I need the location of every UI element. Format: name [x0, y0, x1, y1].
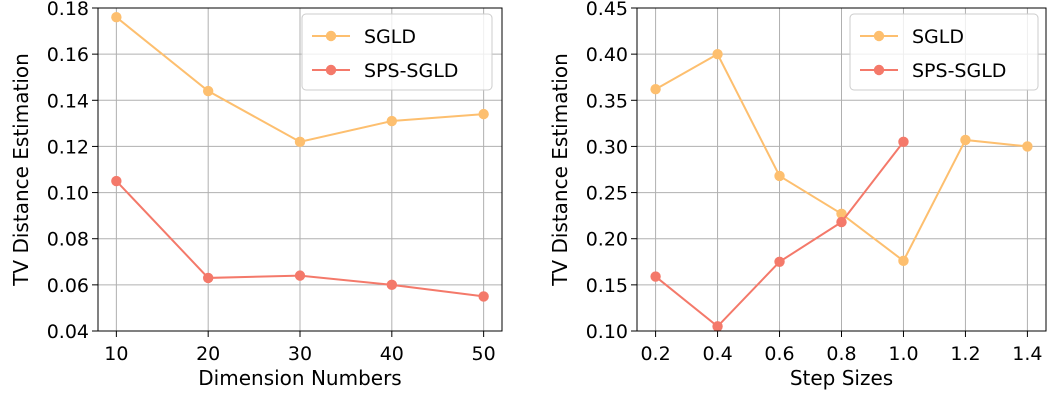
- y-tick-label: 0.12: [47, 136, 89, 158]
- legend-label: SPS-SGLD: [364, 60, 458, 82]
- data-point: [712, 321, 723, 332]
- data-point: [898, 255, 909, 267]
- y-axis-label: TV Distance Estimation: [548, 53, 572, 287]
- y-tick-label: 0.14: [47, 90, 89, 112]
- x-tick-label: 1.2: [950, 343, 980, 365]
- x-tick-label: 10: [104, 343, 128, 365]
- left-chart: 0.04 0.06 0.08 0.10 0.12 0.14 0.16 0.18 10 20 30 40…: [9, 0, 503, 390]
- right-chart: 0.10 0.15 0.20 0.25 0.30 0.35 0.40 0.45 0.2 0.4 0.…: [548, 0, 1047, 390]
- data-point: [774, 170, 785, 182]
- data-point: [386, 279, 398, 291]
- y-tick-label: 0.15: [586, 275, 628, 297]
- y-tick-label: 0.25: [586, 183, 628, 205]
- x-axis-label: Step Sizes: [790, 366, 893, 390]
- x-tick-label: 1.0: [888, 343, 918, 365]
- data-point: [202, 85, 214, 97]
- data-point: [960, 134, 971, 146]
- legend-label: SGLD: [912, 26, 964, 48]
- data-point: [294, 136, 306, 148]
- data-point: [1022, 141, 1033, 152]
- legend-swatch-marker: [325, 64, 337, 76]
- y-tick-label: 0.10: [586, 321, 628, 343]
- x-axis-label: Dimension Numbers: [198, 366, 401, 390]
- x-tick-label: 40: [380, 343, 404, 365]
- x-tick-label: 20: [196, 343, 220, 365]
- y-tick-label: 0.04: [47, 321, 89, 343]
- legend-swatch-marker: [873, 64, 885, 76]
- data-point: [478, 108, 489, 120]
- x-tick-label: 0.6: [764, 343, 794, 365]
- y-tick-label: 0.30: [586, 136, 628, 158]
- data-point: [836, 216, 847, 228]
- plot-frame: [636, 7, 1047, 332]
- legend-label: SGLD: [364, 26, 416, 48]
- data-point: [478, 291, 489, 302]
- legend-swatch-marker: [873, 30, 885, 42]
- data-point: [111, 175, 122, 187]
- data-point: [712, 48, 723, 60]
- data-point: [111, 12, 122, 23]
- y-tick-label: 0.40: [586, 44, 628, 66]
- x-tick-label: 0.4: [702, 343, 732, 365]
- data-point: [898, 136, 909, 148]
- legend: SGLD SPS-SGLD: [301, 13, 493, 91]
- legend: SGLD SPS-SGLD: [849, 13, 1039, 91]
- data-point: [202, 272, 214, 284]
- data-point: [650, 84, 661, 95]
- y-tick-label: 0.18: [47, 0, 89, 20]
- y-tick-label: 0.35: [586, 90, 628, 112]
- x-tick-label: 30: [288, 343, 312, 365]
- data-point: [774, 256, 785, 267]
- y-tick-label: 0.08: [47, 229, 89, 251]
- plot-frame: [97, 7, 503, 332]
- y-tick-label: 0.20: [586, 229, 628, 251]
- data-point: [650, 271, 661, 282]
- y-tick-label: 0.16: [47, 44, 89, 66]
- y-tick-label: 0.06: [47, 275, 89, 297]
- x-tick-label: 0.2: [640, 343, 670, 365]
- x-tick-label: 0.8: [826, 343, 856, 365]
- x-tick-label: 50: [472, 343, 496, 365]
- y-axis-label: TV Distance Estimation: [9, 53, 33, 287]
- legend-swatch-marker: [325, 30, 337, 42]
- x-tick-label: 1.4: [1012, 343, 1042, 365]
- y-tick-label: 0.10: [47, 183, 89, 205]
- legend-label: SPS-SGLD: [912, 60, 1006, 82]
- data-point: [386, 115, 398, 127]
- y-tick-label: 0.45: [586, 0, 628, 20]
- data-point: [836, 208, 847, 219]
- data-point: [294, 270, 306, 281]
